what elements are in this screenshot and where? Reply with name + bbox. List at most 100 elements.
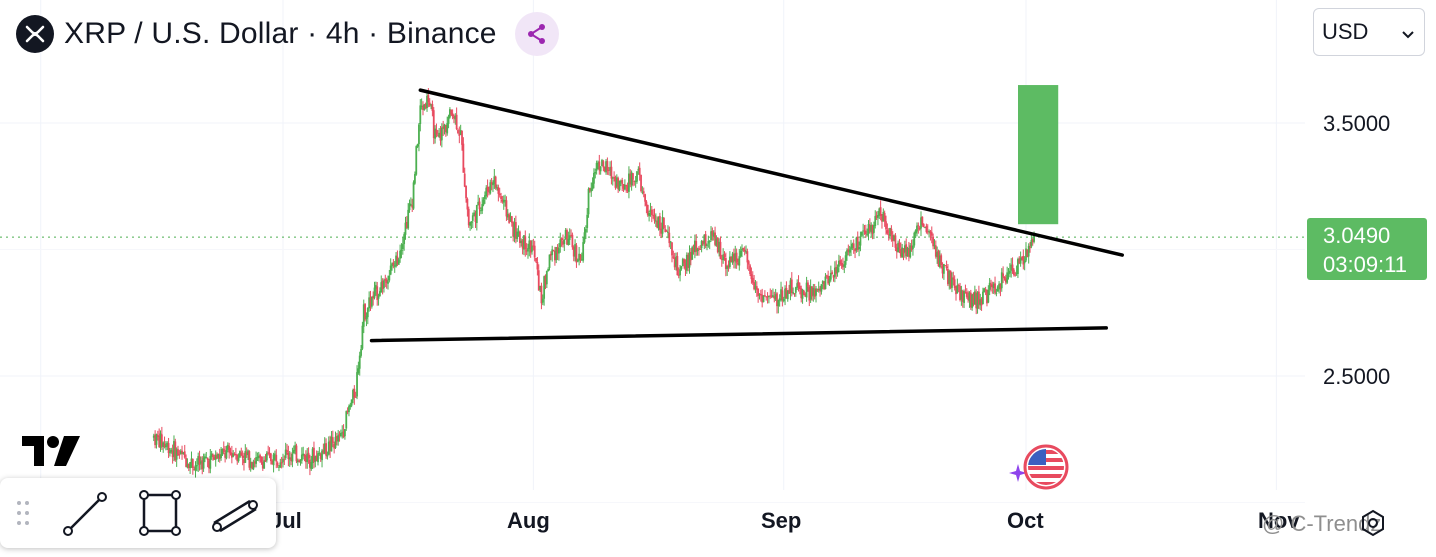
candle-body bbox=[693, 240, 696, 253]
candle-body bbox=[961, 291, 964, 302]
candle-body bbox=[395, 255, 397, 267]
candle-body bbox=[910, 245, 913, 250]
chart-header: XRP / U.S. Dollar · 4h · Binance bbox=[16, 12, 559, 56]
candle-body bbox=[264, 459, 267, 462]
candle-body bbox=[785, 287, 788, 299]
candle-body bbox=[322, 450, 325, 453]
candle-body bbox=[679, 269, 681, 276]
candle-body bbox=[936, 252, 939, 258]
candle-body bbox=[467, 208, 470, 226]
parallel-channel-icon[interactable] bbox=[206, 478, 266, 548]
candle-body bbox=[377, 295, 380, 299]
candle-body bbox=[614, 177, 617, 188]
candle-body bbox=[976, 292, 979, 309]
candle-body bbox=[994, 283, 996, 293]
candle-body bbox=[251, 462, 253, 469]
candle-body bbox=[597, 162, 599, 164]
share-icon[interactable] bbox=[514, 12, 559, 56]
candle-body bbox=[937, 251, 940, 267]
candle-body bbox=[593, 172, 595, 184]
candle-body bbox=[230, 452, 233, 458]
candle-body bbox=[537, 270, 540, 291]
drag-handle-icon[interactable] bbox=[0, 478, 46, 548]
candle-body bbox=[1019, 257, 1022, 264]
candle-body bbox=[657, 217, 660, 228]
candle-body bbox=[901, 247, 904, 258]
candle-body bbox=[979, 299, 982, 306]
candle-body bbox=[605, 161, 607, 173]
candle-body bbox=[846, 250, 848, 256]
candle-body bbox=[383, 280, 385, 289]
candle-body bbox=[609, 167, 611, 171]
candle-body bbox=[438, 132, 441, 138]
candle-body bbox=[454, 115, 457, 120]
candle-body bbox=[401, 244, 404, 250]
candle-body bbox=[236, 455, 239, 462]
candle-body bbox=[531, 246, 533, 252]
candle-body bbox=[746, 251, 749, 263]
currency-select[interactable]: USD bbox=[1313, 8, 1425, 56]
candle-body bbox=[980, 298, 983, 306]
candle-body bbox=[450, 109, 453, 115]
candle-body bbox=[488, 190, 490, 193]
candle-body bbox=[222, 448, 225, 453]
candle-body bbox=[201, 460, 204, 470]
candle-body bbox=[870, 224, 873, 232]
last-price-tag: 3.0490 03:09:11 bbox=[1307, 218, 1427, 280]
candle-body bbox=[648, 212, 651, 217]
us-flag-icon[interactable] bbox=[1008, 444, 1072, 497]
candle-body bbox=[579, 254, 582, 261]
candle-body bbox=[704, 234, 707, 247]
candle-body bbox=[370, 296, 373, 307]
candle-body bbox=[835, 266, 838, 274]
candle-body bbox=[860, 232, 863, 236]
candle-body bbox=[1023, 260, 1026, 264]
candle-body bbox=[525, 250, 528, 252]
candle-body bbox=[547, 268, 550, 272]
candle-body bbox=[681, 259, 684, 267]
candle-body bbox=[189, 462, 192, 469]
settings-icon[interactable] bbox=[1358, 508, 1388, 543]
candle-body bbox=[518, 231, 521, 244]
candle-body bbox=[209, 455, 212, 469]
candle-body bbox=[475, 205, 478, 224]
candle-body bbox=[745, 251, 747, 253]
candle-body bbox=[753, 282, 756, 290]
candle-body bbox=[376, 286, 379, 300]
candle-body bbox=[366, 307, 369, 318]
candle-body bbox=[824, 276, 827, 290]
candle-body bbox=[641, 191, 644, 193]
candle-body bbox=[728, 256, 731, 267]
candle-body bbox=[397, 259, 400, 265]
rectangle-tool-icon[interactable] bbox=[130, 478, 190, 548]
candle-body bbox=[784, 288, 786, 299]
candle-body bbox=[540, 285, 543, 304]
candle-body bbox=[1018, 258, 1021, 264]
candle-body bbox=[400, 249, 403, 251]
candle-body bbox=[341, 432, 344, 434]
candle-body bbox=[206, 457, 209, 460]
candle-body bbox=[447, 116, 450, 124]
candle-body bbox=[812, 288, 815, 296]
candle-body bbox=[944, 265, 947, 267]
candle-body bbox=[208, 460, 210, 469]
candle-body bbox=[362, 304, 365, 327]
candle-body bbox=[178, 454, 181, 456]
candle-body bbox=[152, 435, 155, 438]
candle-body bbox=[586, 214, 589, 228]
line-tool-icon[interactable] bbox=[54, 478, 114, 548]
candle-body bbox=[645, 201, 648, 206]
candle-body bbox=[839, 260, 842, 264]
candle-body bbox=[313, 447, 315, 463]
candle-body bbox=[776, 293, 778, 307]
candle-body bbox=[426, 95, 428, 108]
candle-body bbox=[381, 280, 384, 289]
candle-body bbox=[210, 453, 213, 457]
candle-body bbox=[269, 453, 272, 462]
candle-body bbox=[190, 458, 193, 463]
candle-body bbox=[800, 288, 803, 299]
candle-body bbox=[714, 232, 716, 245]
candle-body bbox=[310, 461, 313, 469]
candle-body bbox=[1006, 272, 1009, 283]
